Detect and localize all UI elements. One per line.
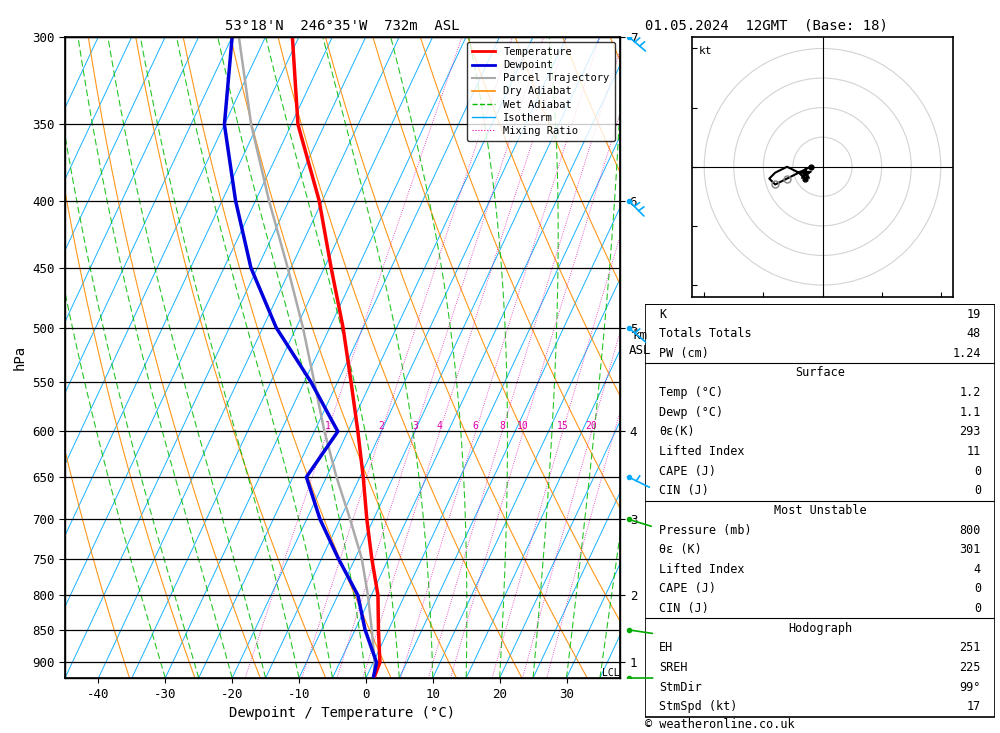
Text: 20: 20 [586,421,597,432]
Text: © weatheronline.co.uk: © weatheronline.co.uk [645,718,795,731]
Text: Surface: Surface [795,366,845,380]
Text: kt: kt [698,46,712,56]
Text: 4: 4 [974,563,981,576]
Text: CIN (J): CIN (J) [659,485,709,497]
Text: 8: 8 [499,421,505,432]
Text: K: K [659,308,666,320]
Text: 0: 0 [974,602,981,615]
Text: 3: 3 [412,421,418,432]
Text: 4: 4 [437,421,443,432]
Text: 15: 15 [557,421,569,432]
Text: 19: 19 [967,308,981,320]
Text: Lifted Index: Lifted Index [659,563,744,576]
Text: 6: 6 [473,421,479,432]
Text: LCL: LCL [602,668,620,678]
Text: Dewp (°C): Dewp (°C) [659,405,723,419]
Text: 225: 225 [960,661,981,674]
Text: 301: 301 [960,543,981,556]
Text: 0: 0 [974,485,981,497]
Text: 1.1: 1.1 [960,405,981,419]
Text: 48: 48 [967,327,981,340]
Text: 251: 251 [960,641,981,655]
Text: 10: 10 [517,421,529,432]
Text: Pressure (mb): Pressure (mb) [659,523,752,537]
X-axis label: Dewpoint / Temperature (°C): Dewpoint / Temperature (°C) [229,707,456,721]
Text: 1.24: 1.24 [952,347,981,360]
Text: CAPE (J): CAPE (J) [659,583,716,595]
Y-axis label: km
ASL: km ASL [629,329,651,357]
Text: 0: 0 [974,465,981,478]
Legend: Temperature, Dewpoint, Parcel Trajectory, Dry Adiabat, Wet Adiabat, Isotherm, Mi: Temperature, Dewpoint, Parcel Trajectory… [467,42,615,141]
Text: θε (K): θε (K) [659,543,702,556]
Text: PW (cm): PW (cm) [659,347,709,360]
Text: CAPE (J): CAPE (J) [659,465,716,478]
Y-axis label: hPa: hPa [13,345,27,370]
Text: 11: 11 [967,445,981,458]
Text: Lifted Index: Lifted Index [659,445,744,458]
Text: Hodograph: Hodograph [788,622,852,635]
Text: SREH: SREH [659,661,688,674]
Text: 800: 800 [960,523,981,537]
Text: EH: EH [659,641,673,655]
Title: 53°18'N  246°35'W  732m  ASL: 53°18'N 246°35'W 732m ASL [225,19,460,33]
Text: CIN (J): CIN (J) [659,602,709,615]
Text: 0: 0 [974,583,981,595]
Text: 2: 2 [379,421,385,432]
Text: 99°: 99° [960,681,981,693]
Text: 01.05.2024  12GMT  (Base: 18): 01.05.2024 12GMT (Base: 18) [645,18,888,32]
Text: 1.2: 1.2 [960,386,981,399]
Text: Most Unstable: Most Unstable [774,504,866,517]
Text: Temp (°C): Temp (°C) [659,386,723,399]
Text: θε(K): θε(K) [659,425,695,438]
Text: 293: 293 [960,425,981,438]
Text: Totals Totals: Totals Totals [659,327,752,340]
Text: 17: 17 [967,700,981,713]
Text: StmSpd (kt): StmSpd (kt) [659,700,737,713]
Text: StmDir: StmDir [659,681,702,693]
Text: 1: 1 [324,421,330,432]
